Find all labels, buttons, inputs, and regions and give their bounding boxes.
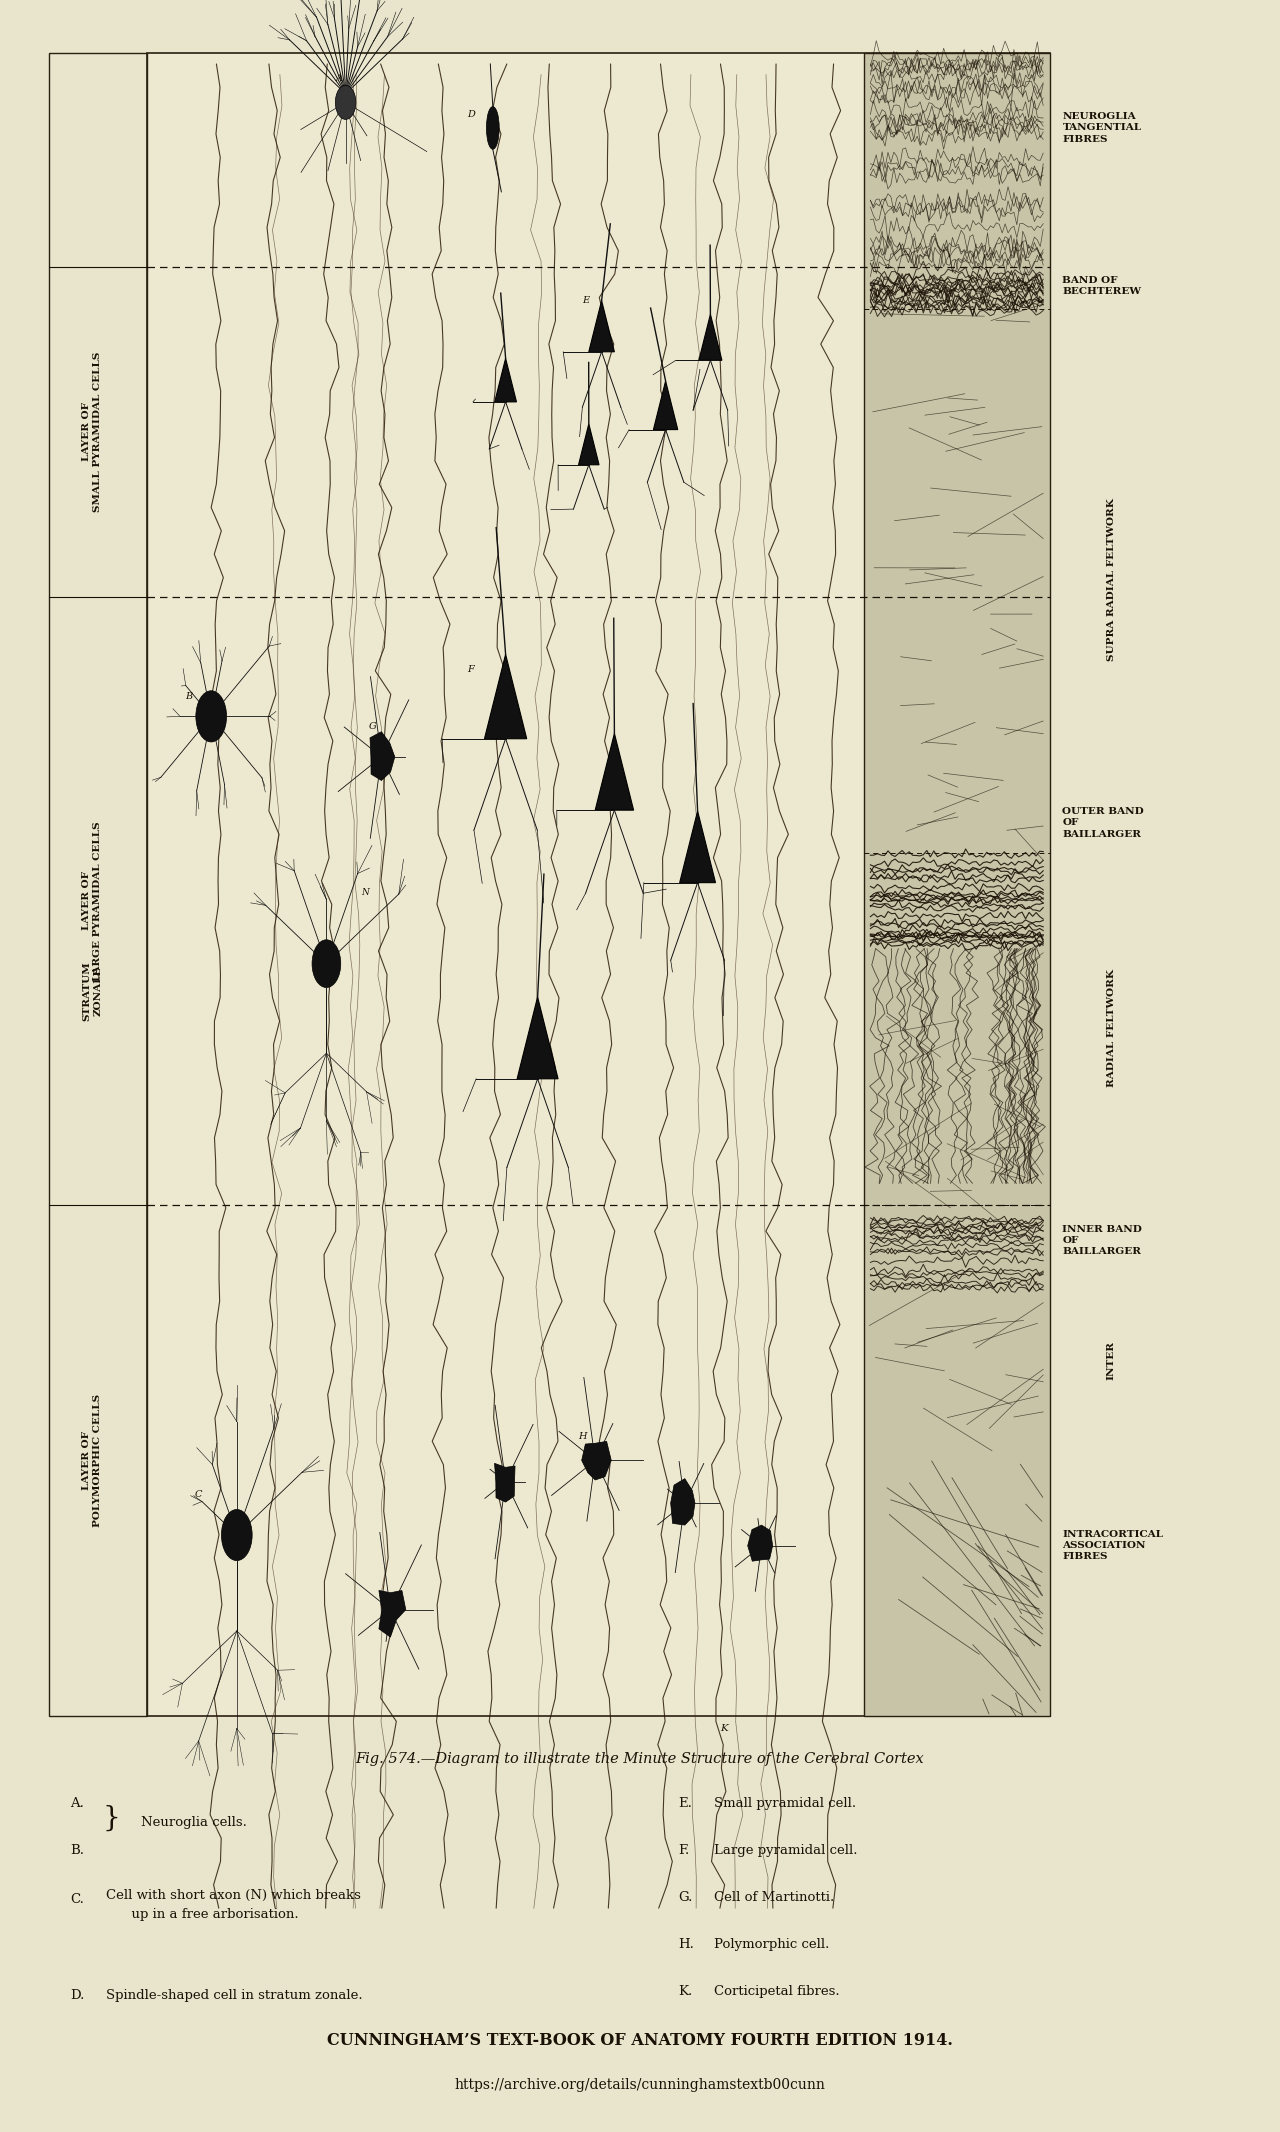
Text: F: F (467, 665, 474, 674)
Polygon shape (699, 313, 722, 360)
Text: B: B (186, 693, 193, 701)
Text: INTER: INTER (1106, 1341, 1116, 1379)
Text: OUTER BAND
OF
BAILLARGER: OUTER BAND OF BAILLARGER (1062, 808, 1144, 838)
Polygon shape (495, 358, 517, 401)
Text: LAYER OF
POLYMORPHIC CELLS: LAYER OF POLYMORPHIC CELLS (82, 1394, 102, 1527)
Polygon shape (748, 1524, 773, 1561)
Text: K: K (721, 1725, 728, 1733)
Circle shape (335, 85, 356, 119)
Polygon shape (589, 301, 614, 352)
Text: CUNNINGHAM’S TEXT-BOOK OF ANATOMY FOURTH EDITION 1914.: CUNNINGHAM’S TEXT-BOOK OF ANATOMY FOURTH… (328, 2032, 952, 2049)
Bar (864, 53, 1050, 1716)
Polygon shape (370, 731, 394, 780)
Text: }: } (102, 1806, 120, 1831)
Text: E.: E. (678, 1797, 692, 1810)
Text: LAYER OF
SMALL PYRAMIDAL CELLS: LAYER OF SMALL PYRAMIDAL CELLS (82, 352, 102, 512)
Text: BAND OF
BECHTEREW: BAND OF BECHTEREW (1062, 275, 1142, 296)
Text: C.: C. (70, 1893, 84, 1906)
Text: A: A (335, 75, 342, 83)
Polygon shape (680, 810, 716, 883)
Text: Cell of Martinotti.: Cell of Martinotti. (714, 1891, 835, 1904)
Text: INTRACORTICAL
ASSOCIATION
FIBRES: INTRACORTICAL ASSOCIATION FIBRES (1062, 1531, 1164, 1561)
Polygon shape (379, 1590, 406, 1637)
Polygon shape (671, 1480, 695, 1524)
Text: Fig. 574.—Diagram to illustrate the Minute Structure of the Cerebral Cortex: Fig. 574.—Diagram to illustrate the Minu… (356, 1753, 924, 1765)
Text: G: G (369, 723, 376, 731)
Polygon shape (579, 424, 599, 465)
Polygon shape (517, 998, 558, 1079)
Bar (147, 53, 1050, 1716)
Text: N: N (361, 889, 369, 898)
Text: Spindle-shaped cell in stratum zonale.: Spindle-shaped cell in stratum zonale. (106, 1989, 362, 2002)
Text: C: C (195, 1490, 202, 1499)
Text: E: E (582, 296, 590, 305)
Text: https://archive.org/details/cunninghamstextb00cunn: https://archive.org/details/cunninghamst… (454, 2079, 826, 2091)
Text: A.: A. (70, 1797, 84, 1810)
Text: STRATUM
ZONALE: STRATUM ZONALE (82, 962, 102, 1021)
Text: D.: D. (70, 1989, 84, 2002)
Text: Small pyramidal cell.: Small pyramidal cell. (714, 1797, 856, 1810)
Text: LAYER OF
LARGE PYRAMIDAL CELLS: LAYER OF LARGE PYRAMIDAL CELLS (82, 821, 102, 981)
Text: SUPRA RADIAL FELTWORK: SUPRA RADIAL FELTWORK (1106, 499, 1116, 661)
Text: Corticipetal fibres.: Corticipetal fibres. (714, 1985, 840, 1998)
Text: RADIAL FELTWORK: RADIAL FELTWORK (1106, 968, 1116, 1087)
Text: G.: G. (678, 1891, 692, 1904)
Polygon shape (581, 1441, 612, 1480)
Text: H: H (579, 1433, 588, 1441)
Polygon shape (654, 382, 678, 429)
Circle shape (312, 940, 340, 987)
Circle shape (221, 1509, 252, 1561)
Text: H.: H. (678, 1938, 694, 1951)
Polygon shape (485, 655, 527, 738)
Circle shape (196, 691, 227, 742)
Text: Polymorphic cell.: Polymorphic cell. (714, 1938, 829, 1951)
Text: Cell with short axon (N) which breaks
      up in a free arborisation.: Cell with short axon (N) which breaks up… (106, 1889, 361, 1921)
Text: B.: B. (70, 1844, 84, 1857)
Text: F.: F. (678, 1844, 690, 1857)
Bar (49, 53, 147, 1716)
Polygon shape (595, 733, 634, 810)
Text: NEUROGLIA
TANGENTIAL
FIBRES: NEUROGLIA TANGENTIAL FIBRES (1062, 113, 1142, 143)
Text: K.: K. (678, 1985, 692, 1998)
Text: D: D (467, 111, 475, 119)
Text: INNER BAND
OF
BAILLARGER: INNER BAND OF BAILLARGER (1062, 1226, 1142, 1256)
Text: Neuroglia cells.: Neuroglia cells. (141, 1816, 247, 1829)
Text: Large pyramidal cell.: Large pyramidal cell. (714, 1844, 858, 1857)
Polygon shape (494, 1463, 515, 1503)
Ellipse shape (486, 107, 499, 149)
